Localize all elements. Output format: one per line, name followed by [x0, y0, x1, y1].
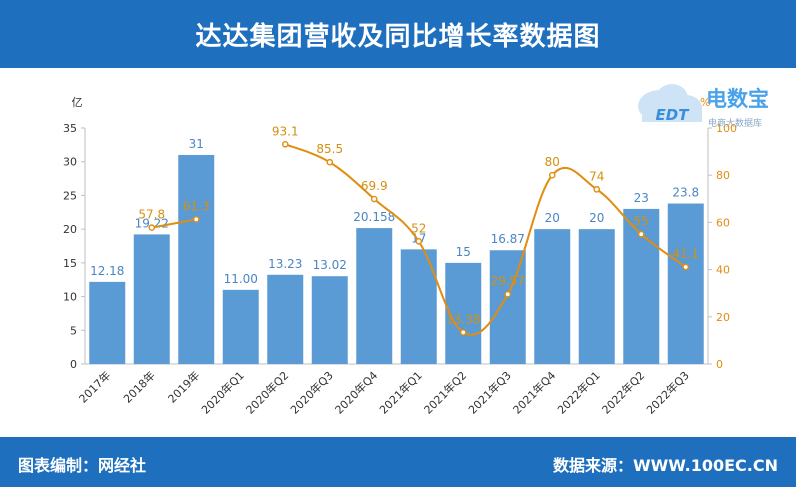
- line-value-label: 41.1: [672, 247, 699, 261]
- bar: [667, 203, 704, 364]
- x-tick-label: 2018年: [120, 368, 157, 405]
- right-tick-label: 80: [716, 169, 730, 182]
- line-value-label: 80: [545, 155, 560, 169]
- bar-value-label: 13.02: [313, 258, 347, 272]
- header-bar: 达达集团营收及同比增长率数据图: [0, 0, 796, 68]
- growth-rate-line: [284, 143, 687, 336]
- line-point: [682, 263, 690, 271]
- x-tick-label: 2020年Q2: [243, 368, 292, 417]
- left-tick-label: 20: [63, 223, 77, 236]
- bar: [267, 274, 304, 364]
- x-tick-label: 2020年Q1: [198, 368, 247, 417]
- bar-value-label: 11.00: [224, 272, 258, 286]
- data-source-credit: 数据来源：WWW.100EC.CN: [552, 456, 778, 475]
- bar: [311, 276, 348, 364]
- page-title: 达达集团营收及同比增长率数据图: [195, 21, 601, 52]
- x-tick-label: 2022年Q3: [643, 368, 692, 417]
- line-point: [504, 290, 512, 298]
- left-tick-label: 10: [63, 291, 77, 304]
- bar: [89, 281, 126, 364]
- x-tick-label: 2021年Q2: [421, 368, 470, 417]
- bar-value-label: 20: [589, 211, 604, 225]
- left-tick-label: 30: [63, 156, 77, 169]
- bar-value-label: 20.158: [353, 210, 395, 224]
- line-value-label: 57.8: [138, 208, 165, 222]
- x-tick-label: 2021年Q1: [376, 368, 425, 417]
- x-tick-label: 2022年Q2: [599, 368, 648, 417]
- right-axis-unit: %: [700, 96, 710, 109]
- left-tick-label: 5: [70, 324, 77, 337]
- left-tick-label: 0: [70, 358, 77, 371]
- chart-area: 0 5 10 15 20 25 30 35 亿 0 20 40 60 80 100% 12.18 19.22 31…: [0, 68, 796, 437]
- line-point: [192, 216, 200, 223]
- right-tick-label: 100: [716, 122, 737, 135]
- logo-mark: EDT: [656, 106, 691, 124]
- line-value-label: 52: [411, 221, 426, 235]
- line-point: [370, 195, 378, 203]
- bar: [222, 289, 259, 364]
- line-point: [281, 140, 289, 148]
- line-value-label: 74: [589, 169, 604, 183]
- bar-value-label: 20: [545, 211, 560, 225]
- line-point: [593, 186, 601, 193]
- bar: [445, 262, 482, 364]
- bar: [133, 234, 170, 364]
- cloud-logo-icon: EDT 电数宝 电商大数据库: [638, 84, 769, 129]
- right-tick-label: 20: [716, 311, 730, 324]
- bar-value-label: 16.87: [491, 232, 525, 246]
- x-tick-label: 2019年: [165, 368, 202, 405]
- line-point: [637, 230, 645, 238]
- bar-value-label: 12.18: [90, 264, 124, 278]
- x-tick-label: 2020年Q3: [287, 368, 336, 417]
- bar: [578, 229, 615, 364]
- line-value-label: 13.38: [446, 312, 480, 326]
- line-point: [548, 171, 556, 179]
- logo: EDT 电数宝 电商大数据库: [628, 72, 788, 142]
- x-tick-label: 2021年Q3: [465, 368, 514, 417]
- right-tick-label: 60: [716, 216, 730, 229]
- x-tick-label: 2022年Q1: [554, 368, 603, 417]
- left-tick-label: 25: [63, 189, 77, 202]
- left-tick-label: 15: [63, 257, 77, 270]
- bar-value-label: 31: [189, 137, 204, 151]
- revenue-growth-chart: 05101520253035亿020406080100%12.1819.2231…: [63, 96, 737, 417]
- logo-subtitle: 电商大数据库: [708, 117, 762, 129]
- bar: [489, 250, 526, 364]
- line-value-label: 61.3: [183, 199, 210, 213]
- line-value-label: 69.9: [361, 179, 388, 193]
- line-point: [326, 158, 334, 166]
- line-value-label: 29.57: [491, 274, 525, 288]
- line-point: [148, 224, 156, 231]
- left-axis-unit: 亿: [72, 96, 83, 109]
- bar: [178, 154, 215, 364]
- line-value-label: 55: [634, 214, 649, 228]
- bar-value-label: 15: [456, 245, 471, 259]
- chart-editor-credit: 图表编制：网经社: [18, 456, 147, 475]
- footer-bar: 图表编制：网经社 数据来源：WWW.100EC.CN: [0, 437, 796, 487]
- bar: [534, 229, 571, 364]
- line-value-label: 93.1: [272, 124, 299, 138]
- x-tick-label: 2017年: [76, 368, 113, 405]
- bar-value-label: 13.23: [268, 257, 302, 271]
- x-tick-label: 2020年Q4: [332, 368, 381, 417]
- x-tick-label: 2021年Q4: [510, 368, 559, 417]
- left-tick-label: 35: [63, 122, 77, 135]
- line-point: [459, 329, 467, 336]
- bar: [356, 228, 393, 364]
- bar-value-label: 23: [634, 191, 649, 205]
- line-value-label: 85.5: [316, 142, 343, 156]
- right-tick-label: 0: [716, 358, 723, 371]
- line-point: [415, 237, 423, 245]
- logo-brand: 电数宝: [706, 87, 769, 111]
- bar-value-label: 23.8: [672, 186, 699, 200]
- right-tick-label: 40: [716, 264, 730, 277]
